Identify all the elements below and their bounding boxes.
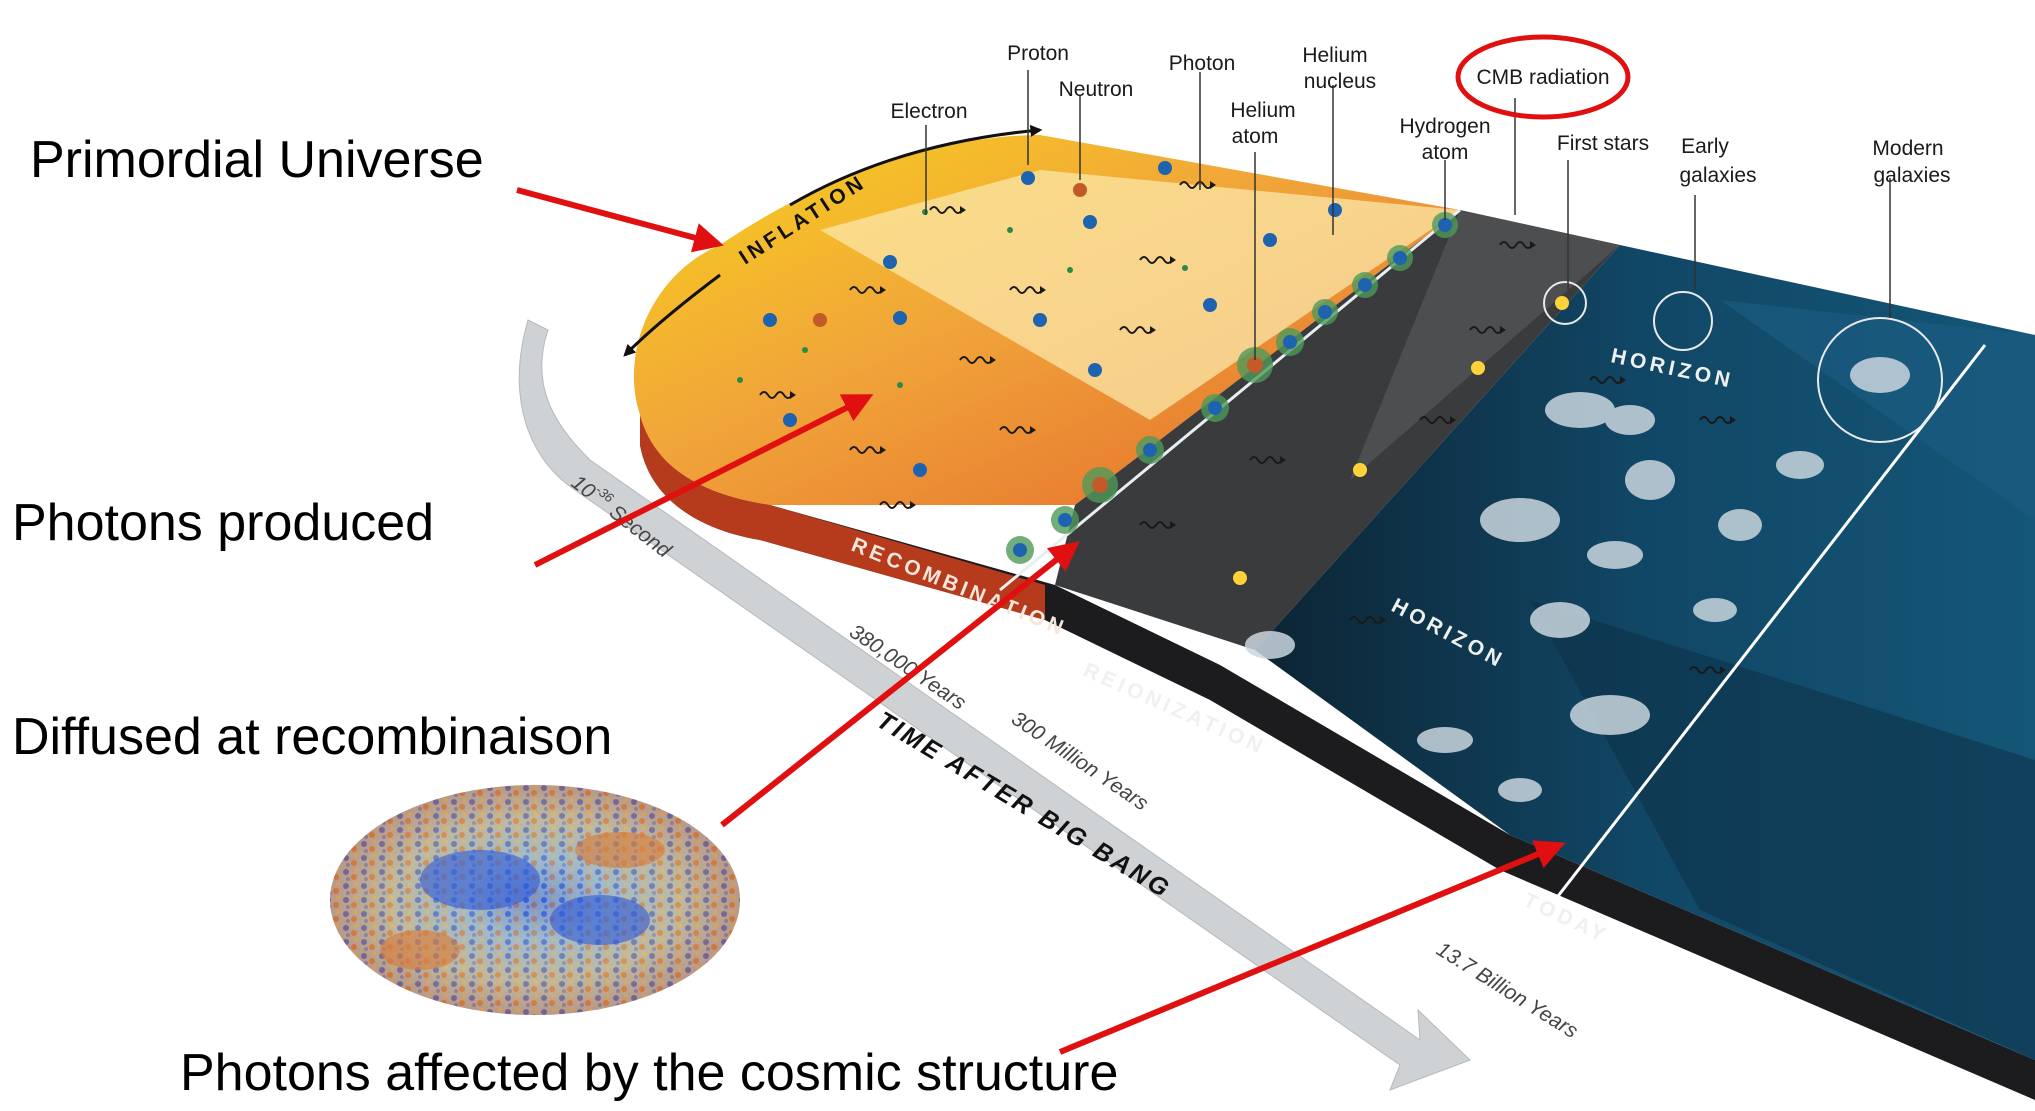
label-electron: Electron <box>890 100 967 123</box>
label-helium-atom-2: atom <box>1232 125 1279 148</box>
label-proton: Proton <box>1007 42 1069 65</box>
caption-primordial-universe: Primordial Universe <box>30 131 484 189</box>
label-photon: Photon <box>1169 52 1236 75</box>
label-early-galaxies-1: Early <box>1681 135 1729 158</box>
label-helium-nucleus-1: Helium <box>1302 44 1367 67</box>
caption-photons-produced: Photons produced <box>12 494 434 552</box>
label-hydrogen-atom-1: Hydrogen <box>1399 115 1490 138</box>
label-hydrogen-atom-2: atom <box>1422 141 1469 164</box>
label-neutron: Neutron <box>1059 78 1134 101</box>
label-modern-galaxies-2: galaxies <box>1873 164 1950 187</box>
cmb-highlight-circle <box>1455 34 1631 120</box>
caption-diffused-at-recombinaison: Diffused at recombinaison <box>12 708 612 766</box>
time-13-7b-years: 13.7 Billion Years <box>1432 938 1582 1044</box>
leader-lines <box>925 70 1891 360</box>
light-cone <box>820 170 1460 420</box>
label-cmb-radiation: CMB radiation <box>1476 66 1609 89</box>
label-helium-nucleus-2: nucleus <box>1304 70 1376 93</box>
label-first-stars: First stars <box>1557 132 1649 155</box>
label-helium-atom-1: Helium <box>1230 99 1295 122</box>
atoms <box>1006 212 1458 564</box>
cmb-sky-map <box>330 785 740 1015</box>
first-stars <box>1233 296 1569 585</box>
galaxies <box>1245 357 1910 802</box>
label-early-galaxies-2: galaxies <box>1679 164 1756 187</box>
annotation-arrows <box>516 187 1566 1055</box>
today-line <box>1553 344 1987 901</box>
slab-side-red <box>640 415 1045 620</box>
timeline-band <box>518 319 1471 1091</box>
caption-photons-affected: Photons affected by the cosmic structure <box>180 1044 1118 1102</box>
particles <box>737 161 1342 477</box>
label-modern-galaxies-1: Modern <box>1872 137 1943 160</box>
